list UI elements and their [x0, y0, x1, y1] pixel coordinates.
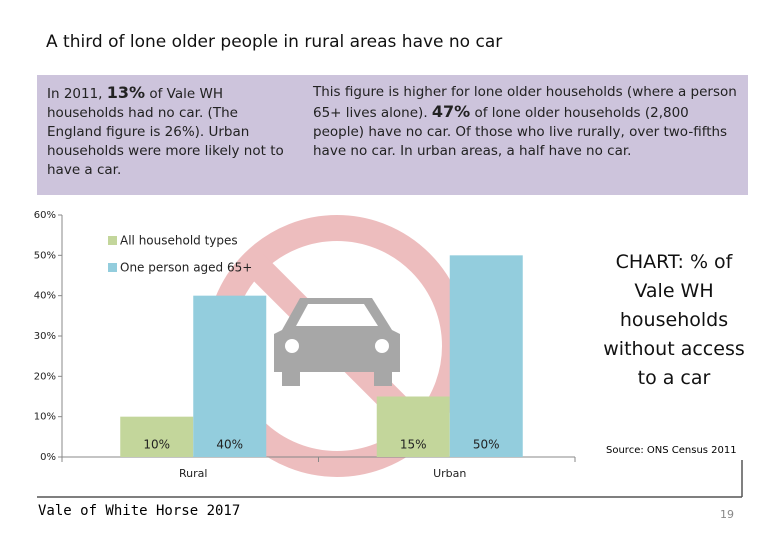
text-part: 47% — [431, 102, 471, 121]
annotation: CHART: % of Vale WH households without a… — [603, 251, 745, 389]
y-tick-label: 50% — [34, 250, 56, 261]
y-tick-label: 10% — [34, 412, 56, 423]
legend-label: All household types — [120, 234, 238, 248]
source: Source: ONS Census 2011 — [606, 445, 737, 456]
text-part: of lone older households (2,800 people) … — [313, 105, 728, 159]
x-tick-label: Urban — [433, 467, 466, 480]
value-label: 10% — [143, 438, 170, 452]
value-label: 50% — [473, 438, 500, 452]
legend-label: One person aged 65+ — [120, 261, 252, 275]
bar — [120, 416, 194, 457]
y-tick-label: 60% — [34, 210, 56, 221]
legend-swatch — [108, 236, 117, 245]
text-part: In 2011, — [47, 86, 107, 102]
text-part: This figure is higher for lone older hou… — [313, 84, 737, 121]
y-tick-label: 40% — [34, 291, 56, 302]
text-left: In 2011, 13% of Vale WH households had n… — [47, 83, 297, 180]
footer: Vale of White Horse 2017 — [38, 503, 241, 519]
bar — [376, 396, 450, 457]
bar — [193, 295, 267, 457]
text-box: In 2011, 13% of Vale WH households had n… — [37, 75, 748, 195]
value-label: 15% — [400, 438, 427, 452]
y-tick-label: 0% — [40, 452, 56, 463]
bar — [449, 255, 523, 457]
text-part: 13% — [106, 83, 146, 102]
x-tick-label: Rural — [179, 467, 207, 480]
page-number: 19 — [720, 508, 734, 521]
title: A third of lone older people in rural ar… — [46, 32, 503, 52]
text-part: of Vale WH households had no car. (The E… — [47, 86, 284, 178]
text-right: This figure is higher for lone older hou… — [313, 83, 743, 161]
y-tick-label: 30% — [34, 331, 56, 342]
legend-swatch — [108, 263, 117, 272]
value-label: 40% — [216, 438, 243, 452]
y-tick-label: 20% — [34, 371, 56, 382]
